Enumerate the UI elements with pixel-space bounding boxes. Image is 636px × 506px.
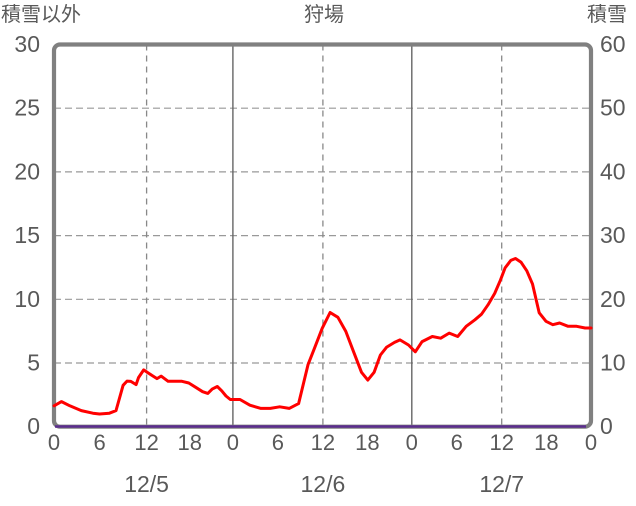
svg-text:0: 0 xyxy=(227,430,239,455)
svg-text:20: 20 xyxy=(14,158,40,184)
svg-text:18: 18 xyxy=(534,430,558,455)
svg-text:0: 0 xyxy=(585,430,597,455)
svg-text:12/6: 12/6 xyxy=(301,471,346,497)
svg-text:12: 12 xyxy=(311,430,335,455)
svg-text:25: 25 xyxy=(14,95,40,121)
svg-text:積雪以外: 積雪以外 xyxy=(1,3,81,26)
svg-text:6: 6 xyxy=(93,430,105,455)
svg-text:6: 6 xyxy=(451,430,463,455)
svg-text:6: 6 xyxy=(272,430,284,455)
svg-text:18: 18 xyxy=(355,430,379,455)
svg-text:0: 0 xyxy=(27,413,40,439)
svg-text:15: 15 xyxy=(14,222,40,248)
svg-text:50: 50 xyxy=(600,95,626,121)
svg-text:0: 0 xyxy=(48,430,60,455)
svg-text:積雪: 積雪 xyxy=(587,3,627,26)
svg-text:30: 30 xyxy=(14,31,40,57)
svg-text:10: 10 xyxy=(14,286,40,312)
svg-text:20: 20 xyxy=(600,286,626,312)
svg-text:0: 0 xyxy=(600,413,613,439)
svg-text:40: 40 xyxy=(600,158,626,184)
svg-text:12: 12 xyxy=(134,430,158,455)
svg-text:10: 10 xyxy=(600,350,626,376)
svg-text:5: 5 xyxy=(27,350,40,376)
svg-text:18: 18 xyxy=(178,430,202,455)
svg-text:60: 60 xyxy=(600,31,626,57)
svg-text:12/5: 12/5 xyxy=(124,471,169,497)
svg-text:12: 12 xyxy=(489,430,513,455)
svg-text:0: 0 xyxy=(406,430,418,455)
svg-text:狩場: 狩場 xyxy=(304,3,344,26)
svg-text:12/7: 12/7 xyxy=(479,471,524,497)
svg-text:30: 30 xyxy=(600,222,626,248)
